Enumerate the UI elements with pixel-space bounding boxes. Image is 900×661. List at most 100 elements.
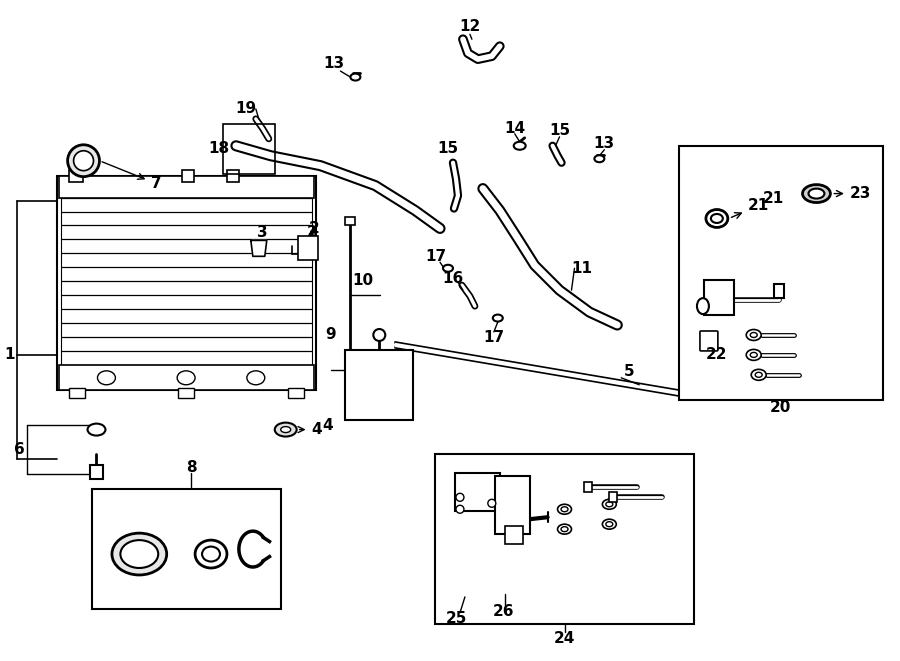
Ellipse shape <box>755 372 762 377</box>
Ellipse shape <box>706 210 728 227</box>
Text: 23: 23 <box>834 186 871 201</box>
Bar <box>774 284 784 298</box>
Ellipse shape <box>808 188 824 198</box>
Ellipse shape <box>602 519 616 529</box>
Bar <box>505 526 523 544</box>
Ellipse shape <box>97 371 115 385</box>
Bar <box>223 124 274 174</box>
Ellipse shape <box>557 524 572 534</box>
Ellipse shape <box>514 142 526 150</box>
Circle shape <box>74 151 94 171</box>
Bar <box>58 365 313 390</box>
Bar <box>58 176 313 198</box>
Text: 20: 20 <box>770 400 791 415</box>
Text: 11: 11 <box>571 260 592 276</box>
Text: 14: 14 <box>504 122 526 136</box>
Ellipse shape <box>121 540 158 568</box>
Text: 21: 21 <box>763 191 784 206</box>
Circle shape <box>488 499 496 507</box>
Bar <box>679 146 883 400</box>
Text: 26: 26 <box>493 604 515 619</box>
Bar <box>435 455 694 624</box>
Text: 17: 17 <box>483 330 504 346</box>
Text: 8: 8 <box>185 460 196 475</box>
Text: 1: 1 <box>4 348 15 362</box>
Ellipse shape <box>606 502 613 507</box>
Bar <box>346 350 413 420</box>
Ellipse shape <box>177 371 195 385</box>
Text: 24: 24 <box>554 631 575 646</box>
Text: 4: 4 <box>322 418 333 433</box>
Bar <box>92 489 281 609</box>
Text: 12: 12 <box>459 19 481 34</box>
Ellipse shape <box>561 507 568 512</box>
Text: 6: 6 <box>14 442 25 457</box>
Ellipse shape <box>561 527 568 531</box>
Text: 7: 7 <box>102 162 162 191</box>
Ellipse shape <box>281 426 291 432</box>
Text: 3: 3 <box>256 243 266 258</box>
Bar <box>455 473 500 511</box>
Text: 21: 21 <box>732 198 770 218</box>
Circle shape <box>456 493 464 501</box>
Text: 4: 4 <box>298 422 322 437</box>
Text: 15: 15 <box>549 124 570 138</box>
Text: 15: 15 <box>437 141 459 156</box>
Text: 3: 3 <box>257 225 268 240</box>
Text: 25: 25 <box>446 611 467 626</box>
Ellipse shape <box>711 214 723 223</box>
Ellipse shape <box>350 73 360 81</box>
Text: 2: 2 <box>307 225 318 240</box>
Text: 18: 18 <box>209 141 230 156</box>
Bar <box>89 465 104 479</box>
Text: 13: 13 <box>594 136 615 151</box>
Text: 10: 10 <box>353 273 374 288</box>
Bar <box>182 170 194 182</box>
Text: 5: 5 <box>624 364 634 379</box>
Ellipse shape <box>202 547 220 562</box>
Bar <box>704 280 734 315</box>
Text: 19: 19 <box>235 101 256 116</box>
Text: 22: 22 <box>706 348 727 362</box>
Circle shape <box>68 145 100 176</box>
Text: 16: 16 <box>443 271 464 286</box>
Ellipse shape <box>751 332 757 338</box>
Ellipse shape <box>87 424 105 436</box>
Ellipse shape <box>606 522 613 527</box>
Circle shape <box>456 505 464 513</box>
Ellipse shape <box>443 265 453 272</box>
Bar <box>68 388 85 398</box>
Ellipse shape <box>247 371 265 385</box>
Ellipse shape <box>557 504 572 514</box>
Text: 2: 2 <box>310 221 320 236</box>
Ellipse shape <box>752 369 766 380</box>
Polygon shape <box>251 241 266 256</box>
Text: 9: 9 <box>325 327 336 342</box>
Bar <box>57 176 316 390</box>
Bar <box>584 483 592 492</box>
Ellipse shape <box>493 315 503 321</box>
Bar <box>68 170 83 182</box>
Bar <box>288 388 303 398</box>
Bar <box>227 170 239 182</box>
Ellipse shape <box>274 422 297 436</box>
Ellipse shape <box>803 184 831 202</box>
Bar <box>178 388 194 398</box>
Ellipse shape <box>112 533 166 575</box>
Ellipse shape <box>594 155 604 162</box>
Ellipse shape <box>195 540 227 568</box>
FancyBboxPatch shape <box>700 331 718 351</box>
Circle shape <box>374 329 385 341</box>
Ellipse shape <box>697 298 709 314</box>
Text: 17: 17 <box>426 249 446 264</box>
Bar <box>609 492 617 502</box>
Ellipse shape <box>602 499 616 509</box>
Ellipse shape <box>746 329 761 340</box>
Polygon shape <box>395 342 689 398</box>
Text: 13: 13 <box>323 56 344 71</box>
Ellipse shape <box>746 350 761 360</box>
Bar <box>346 217 356 225</box>
Circle shape <box>72 164 79 172</box>
Bar <box>298 237 318 260</box>
Ellipse shape <box>751 352 757 358</box>
